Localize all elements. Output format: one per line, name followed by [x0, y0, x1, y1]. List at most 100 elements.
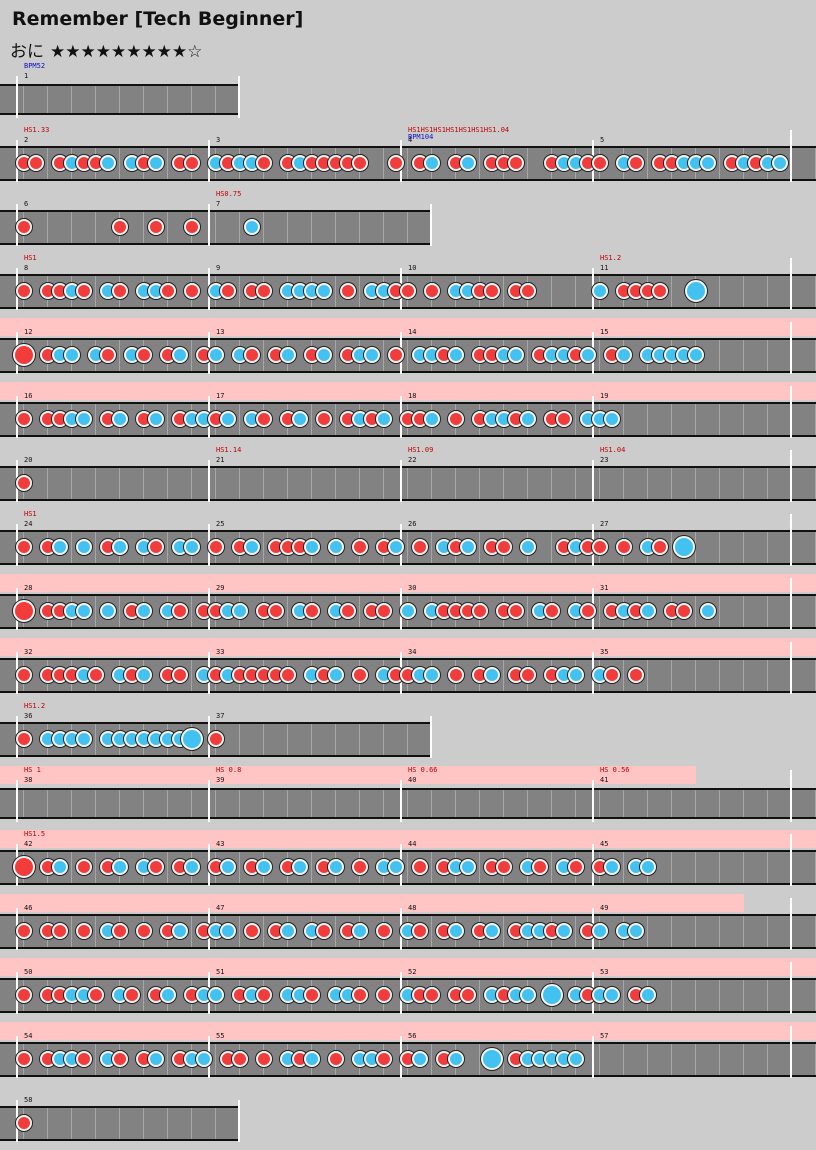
measure-number: 2 — [24, 136, 29, 144]
don-note — [412, 859, 428, 875]
note-lane — [0, 210, 432, 245]
measure-number: 42 — [24, 840, 33, 848]
measure-number: 54 — [24, 1032, 33, 1040]
barline-end — [790, 834, 792, 886]
ka-note — [568, 667, 584, 683]
don-note — [16, 475, 32, 491]
scroll-speed-label: HS1HS1HS1HS1HS1HS1HS1.04 — [408, 126, 510, 134]
ka-note — [484, 923, 500, 939]
ka-note — [148, 1051, 164, 1067]
chart-row: 20 21 HS1.14 22 HS1.09 23 HS1.04 — [0, 446, 816, 510]
ka-note — [400, 603, 416, 619]
chart-row: 1 BPM52 — [0, 62, 816, 126]
barline-end — [790, 386, 792, 438]
ka-note — [328, 539, 344, 555]
don-note — [16, 411, 32, 427]
don-note — [448, 411, 464, 427]
ka-note — [772, 155, 788, 171]
ka-note — [460, 539, 476, 555]
ka-note — [448, 347, 464, 363]
don-note — [628, 667, 644, 683]
barline-end — [790, 770, 792, 822]
ka-note — [220, 923, 236, 939]
measure-number: 21 — [216, 456, 225, 464]
ka-note — [616, 347, 632, 363]
measure-number: 46 — [24, 904, 33, 912]
ka-note — [148, 411, 164, 427]
ka-note — [592, 923, 608, 939]
measure-number: 12 — [24, 328, 33, 336]
big-ka-note — [481, 1048, 503, 1070]
ka-note — [136, 667, 152, 683]
difficulty-label: おに — [10, 42, 44, 62]
ka-note — [352, 923, 368, 939]
chart-row: 38 HS 1 39 HS 0.8 40 HS 0.66 41 HS 0.56 — [0, 766, 816, 830]
don-note — [424, 987, 440, 1003]
measure-number: 44 — [408, 840, 417, 848]
ka-note — [136, 603, 152, 619]
big-ka-note — [673, 536, 695, 558]
don-note — [460, 987, 476, 1003]
measure-number: 29 — [216, 584, 225, 592]
don-note — [136, 923, 152, 939]
don-note — [592, 539, 608, 555]
measure-number: 4 — [408, 136, 413, 144]
don-note — [232, 1051, 248, 1067]
ka-note — [364, 347, 380, 363]
don-note — [256, 155, 272, 171]
measure-number: 31 — [600, 584, 609, 592]
big-ka-note — [181, 728, 203, 750]
bpm-label: BPM52 — [24, 62, 46, 70]
don-note — [340, 603, 356, 619]
ka-note — [292, 411, 308, 427]
don-note — [316, 411, 332, 427]
measure-number: 33 — [216, 648, 225, 656]
measure-number: 24 — [24, 520, 33, 528]
measure-number: 38 — [24, 776, 33, 784]
measure-number: 36 — [24, 712, 33, 720]
don-note — [304, 987, 320, 1003]
chart-row: 2 HS1.33 3 4 HS1HS1HS1HS1HS1HS1HS1.04 BPM104 5 — [0, 126, 816, 190]
ka-note — [208, 987, 224, 1003]
ka-note — [100, 155, 116, 171]
ka-note — [328, 667, 344, 683]
difficulty-line: おに ★★★★★★★★★☆ — [10, 37, 202, 62]
ka-note — [112, 859, 128, 875]
don-note — [160, 283, 176, 299]
barline-end — [790, 642, 792, 694]
don-note — [16, 1115, 32, 1131]
ka-note — [280, 347, 296, 363]
ka-note — [688, 347, 704, 363]
measure-number: 9 — [216, 264, 221, 272]
chart-row: 36 HS1.2 37 — [0, 702, 816, 766]
don-note — [148, 219, 164, 235]
measure-number: 48 — [408, 904, 417, 912]
note-lane — [0, 466, 816, 501]
big-don-note — [13, 856, 35, 878]
measure-number: 52 — [408, 968, 417, 976]
don-note — [16, 283, 32, 299]
barline — [208, 780, 210, 822]
ka-note — [76, 603, 92, 619]
scroll-speed-label: HS 1 — [24, 766, 41, 774]
don-note — [244, 347, 260, 363]
barline-end — [430, 204, 432, 246]
don-note — [88, 987, 104, 1003]
ka-note — [460, 155, 476, 171]
gogo-band — [0, 1022, 816, 1040]
don-note — [568, 859, 584, 875]
don-note — [544, 603, 560, 619]
don-note — [256, 411, 272, 427]
barline — [592, 460, 594, 502]
don-note — [184, 155, 200, 171]
chart-row: 28 29 30 31 — [0, 574, 816, 638]
measure-number: 56 — [408, 1032, 417, 1040]
gogo-band — [0, 638, 816, 656]
don-note — [256, 283, 272, 299]
ka-note — [424, 667, 440, 683]
don-note — [112, 923, 128, 939]
don-note — [76, 859, 92, 875]
ka-note — [112, 411, 128, 427]
scroll-speed-label: HS0.75 — [216, 190, 242, 198]
don-note — [112, 219, 128, 235]
